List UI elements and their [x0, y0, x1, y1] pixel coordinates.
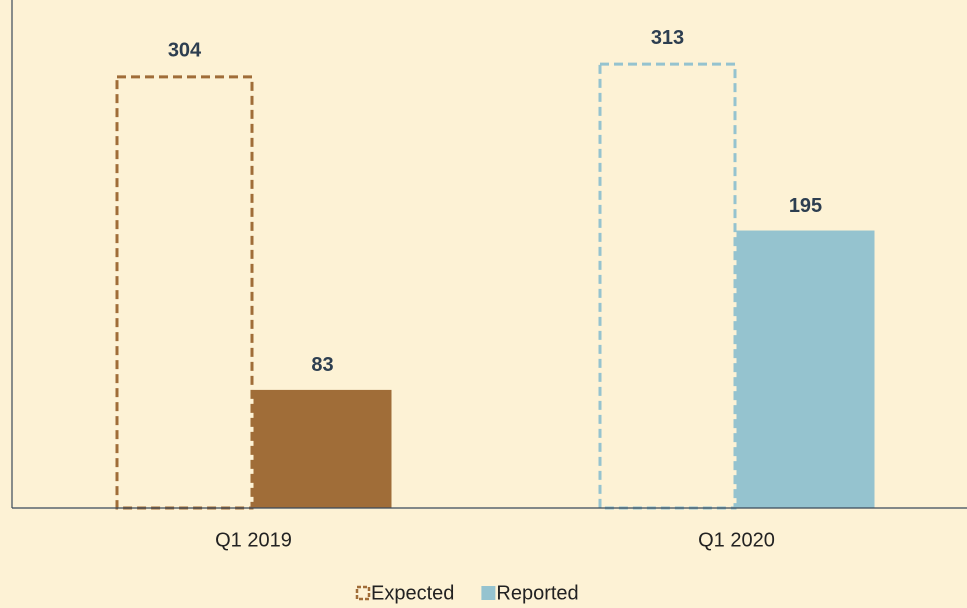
x-tick-label: Q1 2019: [215, 529, 292, 551]
legend-label: Reported: [496, 582, 578, 604]
value-label: 195: [789, 195, 822, 217]
bar: [736, 230, 875, 509]
legend-label: Expected: [371, 582, 454, 604]
legend-icon: [355, 585, 371, 601]
x-tick-label: Q1 2020: [698, 529, 775, 551]
value-label: 313: [651, 27, 684, 49]
legend-icon: [481, 586, 496, 600]
value-label: 304: [168, 40, 202, 62]
bar: [253, 389, 392, 508]
value-label: 83: [311, 354, 333, 376]
